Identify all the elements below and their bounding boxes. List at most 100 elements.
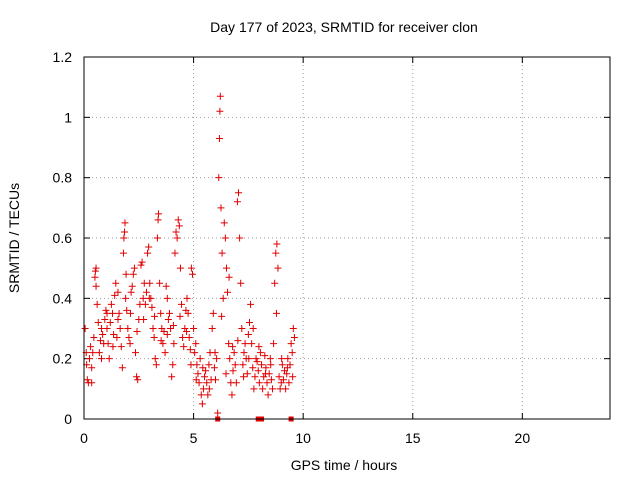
y-axis-label: SRMTID / TECUs — [6, 183, 22, 293]
data-point — [212, 376, 219, 384]
data-point — [179, 334, 187, 342]
data-point — [251, 373, 259, 381]
data-point — [194, 370, 202, 378]
data-point — [210, 364, 218, 372]
data-point — [278, 361, 286, 369]
y-tick-label: 0.8 — [53, 170, 73, 186]
data-point — [163, 331, 171, 339]
data-point — [204, 391, 212, 399]
data-point — [148, 303, 156, 311]
data-point — [126, 309, 134, 317]
data-point — [241, 340, 249, 348]
data-point — [107, 300, 115, 308]
data-point — [110, 331, 118, 339]
y-tick-label: 0.2 — [53, 351, 73, 367]
data-point — [224, 288, 232, 296]
data-point — [222, 264, 230, 272]
data-point — [284, 355, 292, 363]
data-point — [91, 267, 99, 275]
data-point — [198, 400, 206, 408]
data-point — [94, 318, 102, 326]
data-point — [184, 309, 192, 317]
data-point — [190, 325, 198, 332]
data-point — [168, 373, 176, 381]
data-point — [83, 376, 91, 384]
data-point — [203, 379, 211, 387]
data-point — [112, 279, 120, 287]
data-point — [255, 343, 263, 351]
data-point — [153, 234, 161, 242]
data-point — [178, 300, 186, 308]
data-point — [96, 337, 104, 345]
data-point — [231, 361, 239, 369]
data-point — [171, 249, 179, 257]
data-point — [229, 367, 237, 375]
data-point — [172, 228, 180, 236]
data-point — [103, 325, 111, 332]
data-point — [173, 234, 181, 242]
data-point — [164, 315, 172, 323]
data-point — [188, 270, 196, 278]
data-point — [270, 340, 278, 348]
data-point — [287, 340, 295, 348]
data-point — [235, 189, 243, 197]
data-point — [116, 325, 124, 332]
data-point — [288, 349, 296, 357]
data-point — [174, 216, 182, 224]
data-point — [215, 174, 223, 182]
data-point — [201, 373, 209, 381]
data-point — [245, 318, 253, 326]
data-point — [209, 309, 217, 317]
data-point — [225, 340, 233, 348]
data-point — [124, 325, 132, 332]
data-point — [129, 270, 137, 278]
data-point — [260, 373, 268, 381]
data-point — [216, 92, 224, 100]
data-point — [271, 279, 279, 287]
data-point — [272, 249, 280, 257]
data-point — [250, 385, 258, 393]
data-point — [176, 312, 184, 320]
data-point — [225, 273, 233, 281]
data-point — [141, 300, 149, 308]
data-point — [118, 364, 126, 372]
data-point — [221, 234, 229, 242]
data-point — [199, 385, 207, 393]
data-point — [191, 349, 199, 357]
data-point — [132, 349, 140, 357]
data-point — [208, 325, 216, 332]
data-point — [248, 340, 256, 348]
data-point — [275, 373, 283, 381]
data-point — [183, 328, 191, 336]
data-point — [240, 349, 248, 357]
x-tick-label: 5 — [190, 430, 198, 446]
data-point — [261, 370, 269, 378]
data-point — [128, 282, 136, 290]
data-point — [114, 288, 122, 296]
data-point — [126, 340, 134, 348]
data-point — [222, 370, 230, 378]
data-point — [145, 294, 153, 302]
data-point — [88, 364, 96, 372]
data-point — [137, 261, 145, 269]
data-point — [289, 373, 297, 381]
y-tick-label: 0.4 — [53, 290, 73, 306]
data-point — [211, 349, 219, 357]
x-tick-label: 15 — [405, 430, 421, 446]
y-tick-label: 1.2 — [53, 49, 73, 65]
data-point — [169, 321, 177, 329]
data-point — [262, 364, 270, 372]
data-point — [245, 355, 253, 363]
data-point — [197, 391, 205, 399]
data-point — [146, 279, 154, 287]
data-point — [232, 379, 240, 387]
data-point — [236, 234, 244, 242]
data-point — [89, 349, 97, 357]
data-point — [133, 373, 141, 381]
data-point — [274, 264, 282, 272]
data-point — [109, 343, 117, 351]
data-point — [263, 379, 271, 387]
data-point — [87, 343, 95, 351]
data-point — [239, 361, 247, 369]
data-point — [114, 315, 122, 323]
